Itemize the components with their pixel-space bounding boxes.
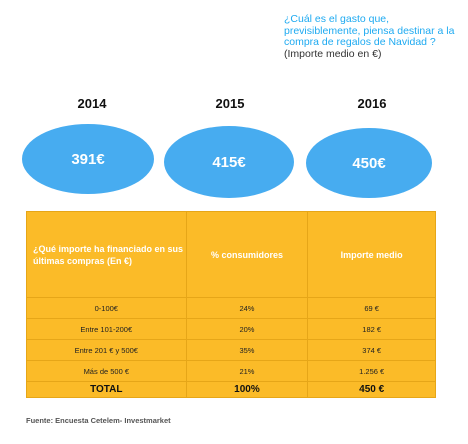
year-2016-label: 2016: [357, 96, 387, 111]
table-cell-amount: 182 €: [307, 318, 436, 340]
table-cell-amount: 374 €: [307, 339, 436, 361]
table-row: Entre 101-200€ 20% 182 €: [26, 318, 436, 340]
table-cell-range: 0-100€: [26, 297, 187, 319]
question-title: ¿Cuál es el gasto que, previsiblemente, …: [284, 13, 455, 48]
header-avg-amount: Importe medio: [307, 211, 436, 298]
year-2014-label: 2014: [77, 96, 107, 111]
bubble-2016-value: 450€: [352, 154, 386, 172]
table-total-row: TOTAL 100% 450 €: [26, 381, 436, 398]
table-cell-range: Más de 500 €: [26, 360, 187, 382]
bubble-2015: 415€: [164, 126, 294, 198]
question-text-block: ¿Cuál es el gasto que, previsiblemente, …: [284, 13, 464, 60]
total-pct: 100%: [185, 381, 309, 398]
bubble-2016: 450€: [306, 128, 432, 198]
header-import-range: ¿Qué importe ha financiado en sus última…: [26, 211, 187, 298]
total-label: TOTAL: [26, 381, 187, 398]
table-cell-amount: 1.256 €: [307, 360, 436, 382]
financing-table: ¿Qué importe ha financiado en sus última…: [26, 211, 436, 398]
table-row: Entre 201 € y 500€ 35% 374 €: [26, 339, 436, 361]
table-cell-range: Entre 201 € y 500€: [26, 339, 187, 361]
table-row: Más de 500 € 21% 1.256 €: [26, 360, 436, 382]
table-cell-pct: 21%: [185, 360, 309, 382]
question-unit: (Importe medio en €): [284, 47, 382, 60]
source-note: Fuente: Encuesta Cetelem- Investmarket: [26, 416, 171, 425]
table-cell-pct: 24%: [185, 297, 309, 319]
table-cell-range: Entre 101-200€: [26, 318, 187, 340]
bubble-2015-value: 415€: [212, 153, 246, 171]
year-2015-label: 2015: [215, 96, 245, 111]
table-cell-pct: 20%: [185, 318, 309, 340]
table-header-row: ¿Qué importe ha financiado en sus última…: [26, 211, 436, 298]
table-cell-amount: 69 €: [307, 297, 436, 319]
table-cell-pct: 35%: [185, 339, 309, 361]
bubble-2014-value: 391€: [71, 150, 105, 168]
header-pct-consumers: % consumidores: [185, 211, 309, 298]
bubble-2014: 391€: [22, 124, 154, 194]
table-row: 0-100€ 24% 69 €: [26, 297, 436, 319]
total-amount: 450 €: [307, 381, 436, 398]
